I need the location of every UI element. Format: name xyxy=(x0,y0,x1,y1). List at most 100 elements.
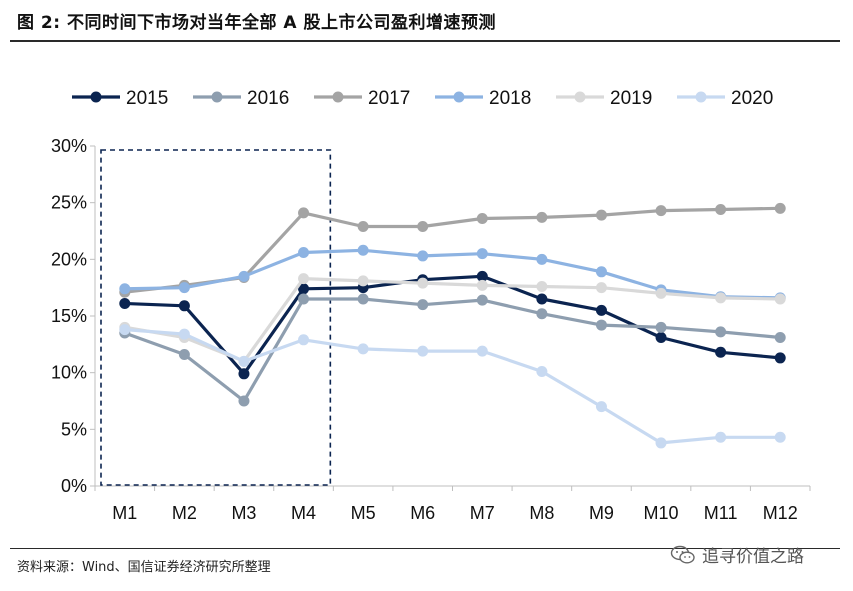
x-tick-label: M7 xyxy=(470,503,495,523)
figure-title: 图 2: 不同时间下市场对当年全部 A 股上市公司盈利增速预测 xyxy=(17,13,496,33)
chart-legend: 2015 2016 2017 2018 2019 2020 xyxy=(72,88,773,109)
point-2015-M10 xyxy=(655,332,667,344)
point-2017-M11 xyxy=(715,203,727,215)
point-2015-M7 xyxy=(476,270,488,282)
point-2015-M3 xyxy=(238,368,250,380)
point-2020-M10 xyxy=(655,437,667,449)
point-2020-M4 xyxy=(298,334,310,346)
x-tick-label: M4 xyxy=(291,503,316,523)
x-tick-label: M2 xyxy=(172,503,197,523)
point-2018-M2 xyxy=(178,282,190,294)
point-2019-M7 xyxy=(476,279,488,291)
legend-item-2020: 2020 xyxy=(677,88,773,109)
series-line-2016 xyxy=(124,297,781,403)
legend-swatch-marker xyxy=(90,91,102,103)
point-2019-M8 xyxy=(536,281,548,293)
highlight-dashed-box xyxy=(100,149,332,486)
point-2015-M2 xyxy=(178,300,190,312)
legend-item-2015: 2015 xyxy=(72,88,168,109)
point-2016-M9 xyxy=(595,319,607,331)
watermark: 追寻价值之路 xyxy=(670,542,804,567)
series-line-2018 xyxy=(124,248,781,300)
legend-item-2019: 2019 xyxy=(556,88,652,109)
y-tick-label: 30% xyxy=(51,136,87,156)
x-tick-label: M3 xyxy=(231,503,256,523)
x-tick-label: M9 xyxy=(589,503,614,523)
y-tick-label: 15% xyxy=(51,306,87,326)
x-tick-label: M8 xyxy=(529,503,554,523)
point-2016-M8 xyxy=(536,308,548,320)
series-2016 xyxy=(119,293,786,407)
legend-label-2018: 2018 xyxy=(489,88,531,109)
y-axis: 0% 5% 10% 15% 20% 25% 30% xyxy=(51,136,96,496)
wechat-icon xyxy=(670,545,695,564)
point-2019-M5 xyxy=(357,275,369,287)
point-2016-M7 xyxy=(476,294,488,306)
point-2019-M9 xyxy=(595,282,607,294)
line-chart: 2015 2016 2017 2018 2019 2020 0% 5% 10% 15% 20% 25… xyxy=(51,88,811,523)
point-2015-M1 xyxy=(119,298,131,310)
footer-rule xyxy=(10,548,840,549)
point-2018-M8 xyxy=(536,253,548,265)
point-2016-M4 xyxy=(298,293,310,305)
series-group xyxy=(119,202,786,449)
series-line-2015 xyxy=(124,274,781,376)
source-note: 资料来源：Wind、国信证券经济研究所整理 xyxy=(17,560,271,575)
title-rule xyxy=(10,40,840,42)
y-tick-label: 0% xyxy=(61,476,87,496)
point-2016-M10 xyxy=(655,321,667,333)
point-2016-M12 xyxy=(774,332,786,344)
series-line-2020 xyxy=(124,328,781,445)
legend-label-2015: 2015 xyxy=(126,88,168,109)
point-2015-M12 xyxy=(774,352,786,364)
legend-item-2018: 2018 xyxy=(435,88,531,109)
point-2017-M7 xyxy=(476,213,488,225)
point-2018-M4 xyxy=(298,247,310,259)
point-2018-M9 xyxy=(595,266,607,278)
point-2017-M10 xyxy=(655,205,667,217)
legend-swatch-marker xyxy=(574,91,586,103)
point-2016-M3 xyxy=(238,395,250,407)
point-2016-M2 xyxy=(178,349,190,361)
point-2019-M11 xyxy=(715,292,727,304)
legend-item-2017: 2017 xyxy=(314,88,410,109)
series-2019 xyxy=(119,273,786,367)
point-2018-M5 xyxy=(357,244,369,256)
highlight-box xyxy=(100,149,332,486)
point-2016-M11 xyxy=(715,326,727,338)
x-tick-label: M10 xyxy=(644,503,679,523)
point-2018-M7 xyxy=(476,248,488,260)
point-2020-M3 xyxy=(238,355,250,367)
point-2019-M4 xyxy=(298,273,310,285)
point-2015-M9 xyxy=(595,304,607,316)
y-tick-label: 5% xyxy=(61,419,87,439)
point-2017-M12 xyxy=(774,202,786,214)
x-tick-label: M11 xyxy=(704,503,738,523)
point-2017-M6 xyxy=(417,220,429,232)
y-tick-label: 20% xyxy=(51,249,87,269)
legend-label-2020: 2020 xyxy=(731,88,773,109)
x-tick-label: M1 xyxy=(112,503,137,523)
point-2017-M5 xyxy=(357,220,369,232)
y-tick-label: 25% xyxy=(51,193,87,213)
legend-item-2016: 2016 xyxy=(193,88,289,109)
series-2015 xyxy=(119,270,786,380)
point-2018-M3 xyxy=(238,270,250,282)
point-2017-M4 xyxy=(298,207,310,219)
point-2020-M1 xyxy=(119,324,131,336)
legend-label-2016: 2016 xyxy=(247,88,289,109)
x-tick-label: M12 xyxy=(763,503,798,523)
series-2020 xyxy=(119,324,786,449)
x-axis: M1 M2 M3 M4 M5 M6 M7 M8 M9 M10 M11 M12 xyxy=(94,485,811,523)
legend-swatch-marker xyxy=(453,91,465,103)
point-2020-M12 xyxy=(774,431,786,443)
point-2015-M8 xyxy=(536,293,548,305)
x-tick-label: M5 xyxy=(351,503,376,523)
point-2015-M4 xyxy=(298,283,310,295)
legend-label-2017: 2017 xyxy=(368,88,410,109)
legend-label-2019: 2019 xyxy=(610,88,652,109)
point-2018-M1 xyxy=(119,283,131,295)
point-2015-M11 xyxy=(715,346,727,358)
point-2019-M6 xyxy=(417,277,429,289)
point-2020-M11 xyxy=(715,431,727,443)
